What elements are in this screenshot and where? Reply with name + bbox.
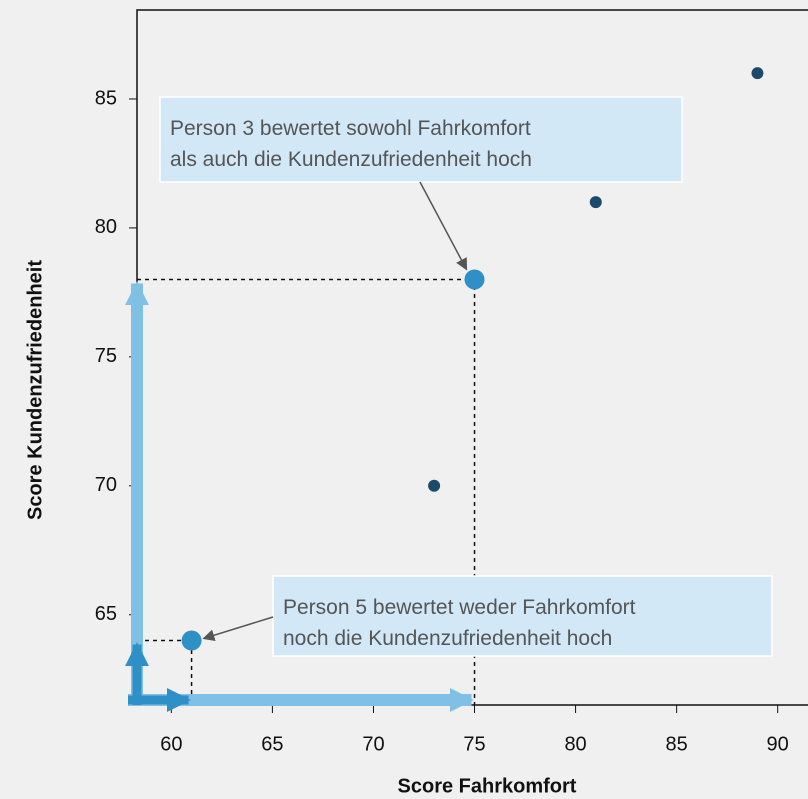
y-tick-label: 80 (95, 216, 117, 238)
y-tick-label: 75 (95, 345, 117, 367)
data-point (181, 630, 202, 651)
guide-line (137, 639, 193, 705)
data-point (464, 269, 485, 290)
annotation-arrow (419, 181, 468, 271)
data-point (751, 67, 764, 80)
x-tick-label: 60 (160, 733, 182, 755)
data-point (428, 479, 441, 492)
x-axis-title: Score Fahrkomfort (398, 775, 577, 797)
annotation-text: noch die Kundenzufriedenheit hoch (283, 627, 612, 650)
x-tick-label: 90 (767, 733, 789, 755)
x-tick-label: 70 (362, 733, 384, 755)
y-tick-label: 65 (95, 603, 117, 625)
annotation-arrow (202, 616, 274, 642)
annotation-text: Person 3 bewertet sowohl Fahrkomfort (170, 117, 531, 140)
y-tick-label: 85 (95, 87, 117, 109)
y-axis-title: Score Kundenzufriedenheit (24, 260, 46, 520)
annotation-text: Person 5 bewertet weder Fahrkomfort (283, 596, 636, 619)
annotation-text: als auch die Kundenzufriedenheit hoch (170, 148, 532, 171)
x-tick-label: 65 (261, 733, 283, 755)
x-tick-label: 75 (463, 733, 485, 755)
x-tick-label: 80 (564, 733, 586, 755)
y-tick-label: 70 (95, 474, 117, 496)
data-point (589, 196, 602, 209)
x-tick-label: 85 (666, 733, 688, 755)
annotation-box (272, 575, 773, 657)
annotation-box (159, 96, 683, 183)
